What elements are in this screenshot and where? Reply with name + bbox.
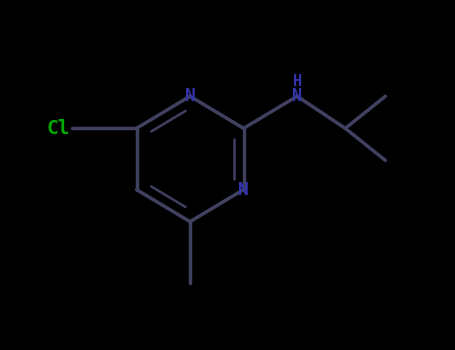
- Text: N: N: [292, 87, 302, 105]
- Text: H: H: [293, 74, 302, 89]
- Text: N: N: [238, 181, 249, 198]
- Text: Cl: Cl: [46, 119, 70, 138]
- Text: N: N: [185, 87, 196, 105]
